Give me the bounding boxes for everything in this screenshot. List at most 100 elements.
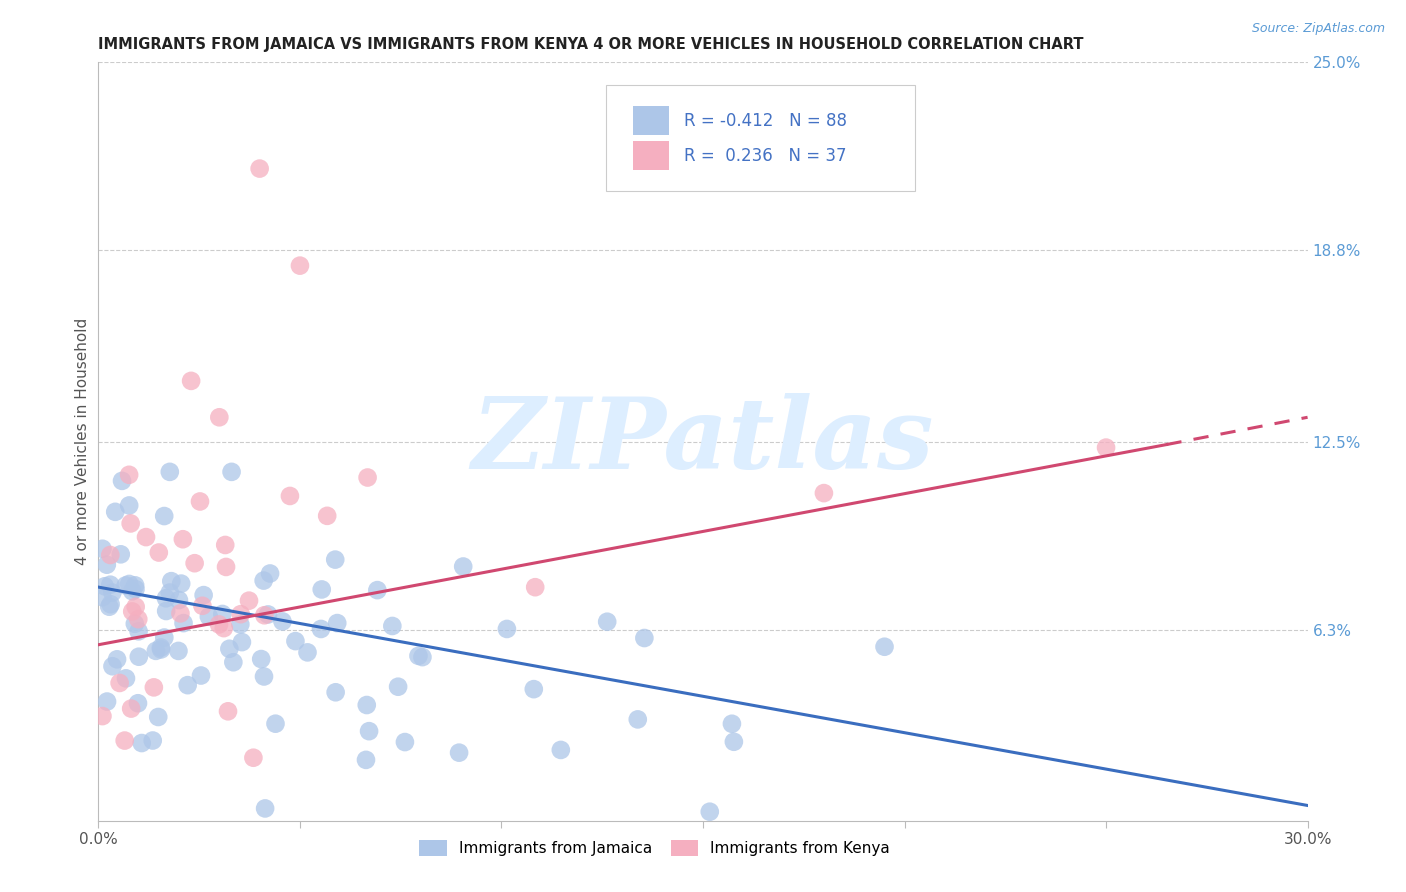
Point — [142, 733, 165, 747]
Point — [124, 582, 146, 596]
Point — [173, 616, 195, 631]
Legend: Immigrants from Jamaica, Immigrants from Kenya: Immigrants from Jamaica, Immigrants from… — [413, 834, 896, 863]
Point — [98, 577, 121, 591]
Point — [699, 805, 721, 819]
Point — [159, 585, 181, 599]
Point — [633, 631, 655, 645]
Point — [387, 680, 409, 694]
Point — [1095, 441, 1118, 455]
Point — [813, 486, 835, 500]
Point — [96, 694, 118, 708]
Point — [148, 710, 170, 724]
Point — [356, 470, 378, 484]
Point — [118, 577, 141, 591]
Point — [524, 580, 547, 594]
Point — [118, 499, 141, 513]
Point — [124, 616, 146, 631]
Point — [408, 648, 430, 663]
Point — [128, 649, 150, 664]
Point — [96, 558, 118, 572]
Point — [98, 548, 121, 562]
Point — [127, 696, 149, 710]
Point — [170, 576, 193, 591]
Point — [183, 556, 205, 570]
Point — [118, 467, 141, 482]
Point — [153, 509, 176, 524]
Point — [121, 604, 143, 618]
Text: R = -0.412   N = 88: R = -0.412 N = 88 — [683, 112, 846, 130]
Point — [114, 578, 136, 592]
Point — [125, 599, 148, 614]
Point — [311, 582, 333, 597]
Point — [229, 607, 252, 622]
Point — [221, 465, 243, 479]
Point — [250, 652, 273, 666]
Point — [257, 607, 280, 622]
Point — [193, 588, 215, 602]
Point — [253, 574, 276, 588]
Point — [297, 645, 319, 659]
Point — [169, 607, 191, 621]
Point — [721, 716, 744, 731]
Point — [100, 597, 122, 611]
Point — [180, 374, 202, 388]
Point — [91, 591, 114, 605]
Point — [449, 746, 471, 760]
Point — [190, 668, 212, 682]
Point — [323, 552, 346, 566]
Point — [211, 607, 233, 621]
Point — [271, 615, 294, 629]
Point — [131, 736, 153, 750]
Point — [496, 622, 519, 636]
Text: ZIPatlas: ZIPatlas — [472, 393, 934, 490]
Point — [254, 801, 277, 815]
Point — [198, 609, 221, 624]
Text: R =  0.236   N = 37: R = 0.236 N = 37 — [683, 146, 846, 165]
Y-axis label: 4 or more Vehicles in Household: 4 or more Vehicles in Household — [75, 318, 90, 566]
Point — [284, 634, 307, 648]
Point — [127, 612, 149, 626]
Point — [208, 410, 231, 425]
Point — [128, 624, 150, 639]
Point — [98, 599, 121, 614]
Point — [354, 753, 377, 767]
Point — [229, 617, 252, 632]
Point — [155, 604, 177, 618]
Point — [253, 608, 276, 623]
Point — [523, 682, 546, 697]
Point — [411, 650, 433, 665]
FancyBboxPatch shape — [633, 141, 669, 170]
Point — [172, 533, 194, 547]
Point — [222, 655, 245, 669]
Point — [104, 505, 127, 519]
Point — [153, 631, 176, 645]
Point — [231, 635, 253, 649]
Point — [873, 640, 896, 654]
Text: IMMIGRANTS FROM JAMAICA VS IMMIGRANTS FROM KENYA 4 OR MORE VEHICLES IN HOUSEHOLD: IMMIGRANTS FROM JAMAICA VS IMMIGRANTS FR… — [98, 37, 1084, 52]
Point — [596, 615, 619, 629]
Point — [259, 566, 281, 581]
Point — [249, 161, 271, 176]
Point — [215, 560, 238, 574]
Point — [309, 622, 332, 636]
Point — [101, 659, 124, 673]
Point — [253, 669, 276, 683]
Point — [167, 644, 190, 658]
Point — [288, 259, 311, 273]
Point — [135, 530, 157, 544]
Point — [550, 743, 572, 757]
Point — [120, 701, 142, 715]
Point — [264, 716, 287, 731]
Point — [110, 547, 132, 561]
Point — [105, 652, 128, 666]
Point — [124, 578, 146, 592]
Point — [120, 516, 142, 531]
Point — [451, 559, 474, 574]
Point — [191, 599, 214, 613]
Point — [121, 584, 143, 599]
Point — [145, 644, 167, 658]
FancyBboxPatch shape — [633, 106, 669, 136]
Point — [108, 676, 131, 690]
Point — [115, 671, 138, 685]
Point — [91, 709, 114, 723]
